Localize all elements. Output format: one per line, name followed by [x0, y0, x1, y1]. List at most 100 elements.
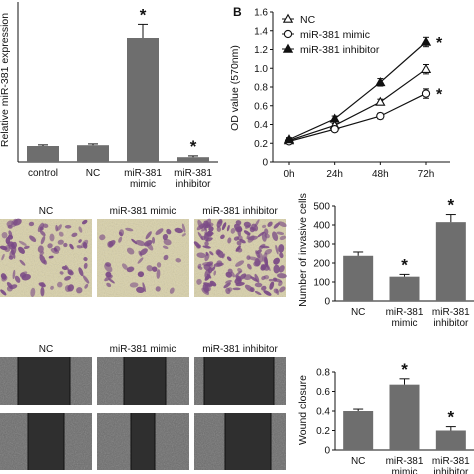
y-tick-label: 0 [324, 446, 330, 457]
invading-cell [163, 254, 169, 261]
invading-cell [69, 243, 74, 250]
invading-cell [40, 286, 45, 297]
invading-cell [1, 231, 8, 239]
x-tick-label: miR-381 mimic [386, 456, 424, 474]
invading-cell [145, 231, 152, 240]
invading-cell [196, 252, 206, 259]
invading-cell [181, 223, 186, 233]
invading-cell [19, 259, 26, 266]
wound-gap [204, 357, 274, 405]
invading-cell [279, 286, 286, 293]
y-tick-label: 500 [313, 202, 330, 213]
invading-cell [251, 223, 259, 232]
y-tick-label: 0.8 [254, 83, 268, 94]
invading-cell [63, 242, 68, 248]
invading-cell [253, 260, 261, 267]
invading-cell [18, 240, 27, 246]
invading-cell [125, 227, 134, 232]
invading-cell [7, 225, 13, 229]
bar [27, 146, 59, 162]
data-point [421, 89, 431, 98]
x-tick-label: control [28, 168, 58, 179]
y-tick-label: 0.2 [254, 139, 268, 150]
y-tick-label: 1.2 [254, 45, 268, 56]
invading-cell [272, 231, 279, 242]
invading-cell [254, 290, 262, 296]
legend-label: miR-381 mimic [300, 29, 370, 41]
invading-cell [247, 263, 252, 270]
bar [127, 38, 159, 162]
x-tick-label: 48h [372, 169, 389, 180]
invading-cell [12, 269, 16, 280]
x-tick-label: NC [351, 456, 365, 467]
invading-cell [108, 240, 116, 247]
invasion-micrographs: NC miR-381 mimic miR-381 inhibitor [0, 206, 287, 297]
invading-cell [208, 226, 214, 232]
invading-cell [78, 267, 84, 277]
invading-cell [216, 226, 222, 232]
invading-cell [129, 282, 139, 288]
invading-cell [278, 221, 287, 228]
invading-cell [67, 269, 73, 275]
micrograph-texture [0, 219, 92, 297]
significance-marker: * [436, 87, 443, 104]
invading-cell [223, 282, 231, 289]
invading-cell [275, 244, 279, 255]
invading-cell [37, 245, 44, 253]
y-axis-title: OD value (570nm) [229, 45, 241, 131]
invading-cell [202, 245, 211, 249]
y-tick-label: 1.4 [254, 26, 268, 37]
invading-cell [49, 233, 55, 242]
invading-cell [263, 290, 272, 296]
invading-cell [264, 248, 273, 255]
invading-cell [30, 287, 36, 297]
significance-marker: * [140, 5, 147, 24]
y-tick-label: 0.8 [316, 368, 330, 379]
invading-cell [64, 285, 71, 292]
invading-cell [59, 271, 64, 275]
invading-cell [261, 285, 267, 291]
bar [343, 411, 374, 450]
invading-cell [126, 266, 135, 273]
x-tick-label: miR-381 inhibitor [174, 168, 212, 190]
invading-cell [23, 245, 30, 250]
invading-cell [273, 278, 283, 283]
x-tick-label: 72h [418, 169, 435, 180]
invading-cell [226, 224, 230, 232]
y-tick-label: 0.6 [254, 101, 268, 112]
invading-cell [204, 274, 211, 281]
data-point [282, 43, 294, 53]
series-line [288, 93, 427, 142]
invading-cell [84, 283, 89, 289]
invading-cell [166, 228, 172, 235]
y-tick-label: 0 [324, 297, 330, 308]
significance-marker: * [436, 35, 443, 52]
invading-cell [268, 278, 274, 282]
invading-cell [197, 266, 203, 270]
invading-cell [262, 252, 268, 262]
invading-cell [78, 226, 83, 233]
invading-cell [196, 278, 202, 285]
invading-cell [99, 234, 106, 241]
y-tick-label: 100 [313, 278, 330, 289]
invading-cell [48, 255, 54, 259]
invading-cell [204, 253, 210, 262]
invading-cell [233, 223, 243, 232]
invading-cell [8, 255, 14, 260]
invading-cell [275, 288, 280, 296]
invading-cell [1, 275, 8, 282]
invading-cell [55, 224, 59, 232]
panel-letter: B [233, 5, 242, 19]
y-tick-label: 0.2 [316, 426, 330, 437]
invading-cell [142, 282, 146, 293]
invasion-image-label: miR-381 mimic [110, 206, 177, 217]
y-tick-label: 200 [313, 259, 330, 270]
invading-cell [273, 257, 280, 265]
invading-cell [213, 270, 217, 276]
invading-cell [216, 260, 223, 267]
invading-cell [11, 218, 18, 228]
invading-cell [239, 273, 247, 280]
bar [435, 222, 466, 301]
invading-cell [204, 241, 209, 247]
invading-cell [278, 244, 285, 253]
